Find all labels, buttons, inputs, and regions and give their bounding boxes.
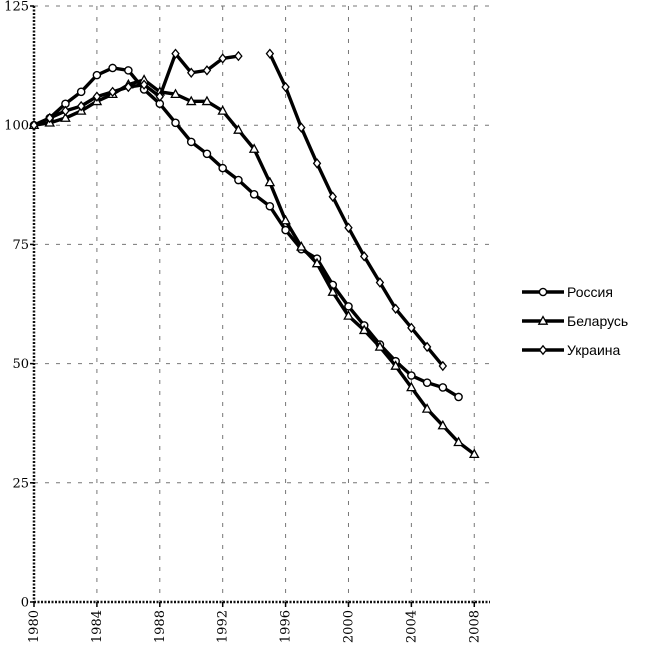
data-point-triangle	[60, 112, 71, 122]
data-point-diamond	[438, 360, 448, 372]
data-point-diamond	[124, 81, 133, 93]
data-point-triangle	[374, 341, 386, 351]
data-point-circle	[171, 118, 180, 128]
data-point-diamond	[344, 222, 353, 233]
legend-item-circle: Россия	[522, 284, 613, 300]
x-tick-label: 1992	[216, 610, 231, 643]
legend-item-diamond: Украина	[522, 342, 621, 358]
y-tick-label: 50	[12, 357, 29, 372]
data-point-circle	[202, 149, 212, 159]
data-point-diamond	[139, 79, 149, 90]
legend-marker-diamond	[538, 344, 548, 356]
series-circle	[29, 63, 463, 402]
x-tick-label: 2008	[467, 610, 482, 643]
x-tick-label: 1996	[279, 610, 294, 643]
data-point-triangle	[217, 105, 228, 115]
data-point-triangle	[264, 176, 276, 187]
data-point-diamond	[108, 86, 117, 98]
x-tick-label: 1988	[153, 610, 168, 643]
data-point-triangle	[280, 214, 291, 225]
data-point-circle	[234, 175, 243, 185]
data-point-diamond	[391, 303, 400, 315]
x-tick-label: 2000	[341, 610, 356, 643]
series-line-triangle	[32, 78, 476, 456]
data-point-diamond	[407, 322, 416, 334]
data-point-circle	[422, 378, 432, 387]
data-point-circle	[76, 87, 86, 97]
data-point-diamond	[281, 81, 290, 93]
legend-marker-triangle	[537, 315, 549, 325]
data-point-triangle	[437, 419, 449, 430]
data-point-triangle	[248, 143, 260, 153]
data-point-circle	[438, 383, 448, 392]
data-point-triangle	[453, 436, 464, 447]
data-point-diamond	[359, 251, 369, 262]
data-point-diamond	[234, 50, 243, 62]
data-point-circle	[249, 190, 259, 199]
data-point-circle	[124, 66, 133, 75]
y-tick-label: 100	[4, 119, 29, 134]
legend-marker-circle	[538, 287, 548, 297]
data-point-diamond	[218, 53, 227, 64]
data-point-circle	[108, 63, 117, 73]
data-point-circle	[92, 70, 102, 80]
data-point-triangle	[201, 95, 213, 106]
series-triangle	[28, 74, 480, 459]
x-tick-label: 1980	[27, 610, 42, 643]
data-point-circle	[218, 163, 227, 173]
data-point-triangle	[343, 310, 354, 320]
data-point-circle	[454, 392, 463, 402]
data-point-diamond	[375, 277, 385, 288]
legend: Россия Беларусь Украина	[522, 284, 628, 358]
data-point-diamond	[45, 112, 54, 124]
series-line-diamond	[268, 51, 445, 368]
data-point-diamond	[312, 158, 322, 169]
data-point-triangle	[170, 88, 181, 99]
y-tick-label: 125	[4, 0, 29, 15]
data-point-triangle	[468, 448, 480, 459]
data-point-circle	[186, 137, 196, 147]
data-point-triangle	[327, 286, 339, 296]
data-point-triangle	[421, 403, 433, 413]
legend-item-triangle: Беларусь	[522, 313, 628, 329]
data-point-circle	[344, 302, 353, 311]
data-point-triangle	[358, 324, 370, 335]
data-point-diamond	[422, 341, 432, 353]
data-point-triangle	[296, 241, 307, 251]
y-tick-label: 25	[12, 476, 29, 491]
data-point-circle	[281, 225, 290, 235]
legend-label: Россия	[567, 284, 613, 300]
data-point-circle	[265, 201, 275, 211]
data-point-circle	[407, 371, 416, 380]
data-point-diamond	[328, 191, 337, 202]
series-line-circle	[32, 66, 461, 399]
data-point-diamond	[155, 91, 165, 102]
axes: 0 25 50 75 100 125 1980 1984 1988 1992 1996 2000 200…	[4, 0, 490, 643]
data-point-triangle	[233, 124, 244, 134]
data-point-diamond	[202, 65, 212, 76]
data-point-triangle	[390, 360, 401, 370]
data-point-triangle	[406, 381, 417, 392]
data-point-diamond	[171, 48, 180, 59]
data-point-triangle	[185, 95, 197, 106]
data-point-diamond	[92, 91, 102, 102]
data-point-diamond	[76, 100, 86, 112]
x-tick-label: 1984	[90, 610, 105, 643]
data-point-diamond	[297, 122, 306, 133]
x-tick-label: 2004	[404, 610, 419, 643]
data-point-diamond	[29, 119, 39, 131]
data-point-diamond	[265, 48, 275, 59]
y-tick-label: 75	[12, 238, 29, 253]
legend-label: Украина	[567, 342, 621, 358]
data-point-triangle	[311, 257, 323, 268]
y-tick-label: 0	[21, 596, 29, 611]
data-point-diamond	[61, 105, 70, 117]
legend-label: Беларусь	[567, 313, 628, 329]
series-diamond	[29, 48, 448, 372]
data-series	[28, 48, 480, 459]
data-point-diamond	[187, 67, 196, 78]
